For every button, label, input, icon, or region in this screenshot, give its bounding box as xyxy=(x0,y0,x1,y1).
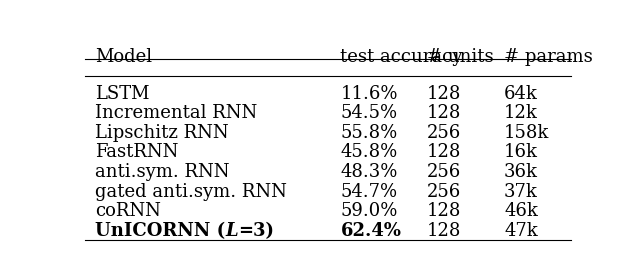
Text: gated anti.sym. RNN: gated anti.sym. RNN xyxy=(95,183,287,201)
Text: UnICORNN (: UnICORNN ( xyxy=(95,222,225,240)
Text: # units: # units xyxy=(428,48,494,66)
Text: 37k: 37k xyxy=(504,183,538,201)
Text: 48.3%: 48.3% xyxy=(340,163,398,181)
Text: 128: 128 xyxy=(428,85,461,102)
Text: 256: 256 xyxy=(428,163,461,181)
Text: 12k: 12k xyxy=(504,104,538,122)
Text: 256: 256 xyxy=(428,183,461,201)
Text: 11.6%: 11.6% xyxy=(340,85,398,102)
Text: L: L xyxy=(225,222,237,240)
Text: 128: 128 xyxy=(428,143,461,161)
Text: LSTM: LSTM xyxy=(95,85,149,102)
Text: 62.4%: 62.4% xyxy=(340,222,401,240)
Text: 128: 128 xyxy=(428,202,461,220)
Text: # params: # params xyxy=(504,48,593,66)
Text: =3): =3) xyxy=(237,222,274,240)
Text: 59.0%: 59.0% xyxy=(340,202,398,220)
Text: Model: Model xyxy=(95,48,152,66)
Text: 47k: 47k xyxy=(504,222,538,240)
Text: 46k: 46k xyxy=(504,202,538,220)
Text: 45.8%: 45.8% xyxy=(340,143,397,161)
Text: 16k: 16k xyxy=(504,143,538,161)
Text: 158k: 158k xyxy=(504,124,550,142)
Text: anti.sym. RNN: anti.sym. RNN xyxy=(95,163,229,181)
Text: 128: 128 xyxy=(428,104,461,122)
Text: 55.8%: 55.8% xyxy=(340,124,397,142)
Text: Lipschitz RNN: Lipschitz RNN xyxy=(95,124,228,142)
Text: coRNN: coRNN xyxy=(95,202,161,220)
Text: test accuracy: test accuracy xyxy=(340,48,463,66)
Text: FastRNN: FastRNN xyxy=(95,143,179,161)
Text: Incremental RNN: Incremental RNN xyxy=(95,104,257,122)
Text: 128: 128 xyxy=(428,222,461,240)
Text: 36k: 36k xyxy=(504,163,538,181)
Text: 64k: 64k xyxy=(504,85,538,102)
Text: 54.5%: 54.5% xyxy=(340,104,397,122)
Text: 54.7%: 54.7% xyxy=(340,183,397,201)
Text: 256: 256 xyxy=(428,124,461,142)
